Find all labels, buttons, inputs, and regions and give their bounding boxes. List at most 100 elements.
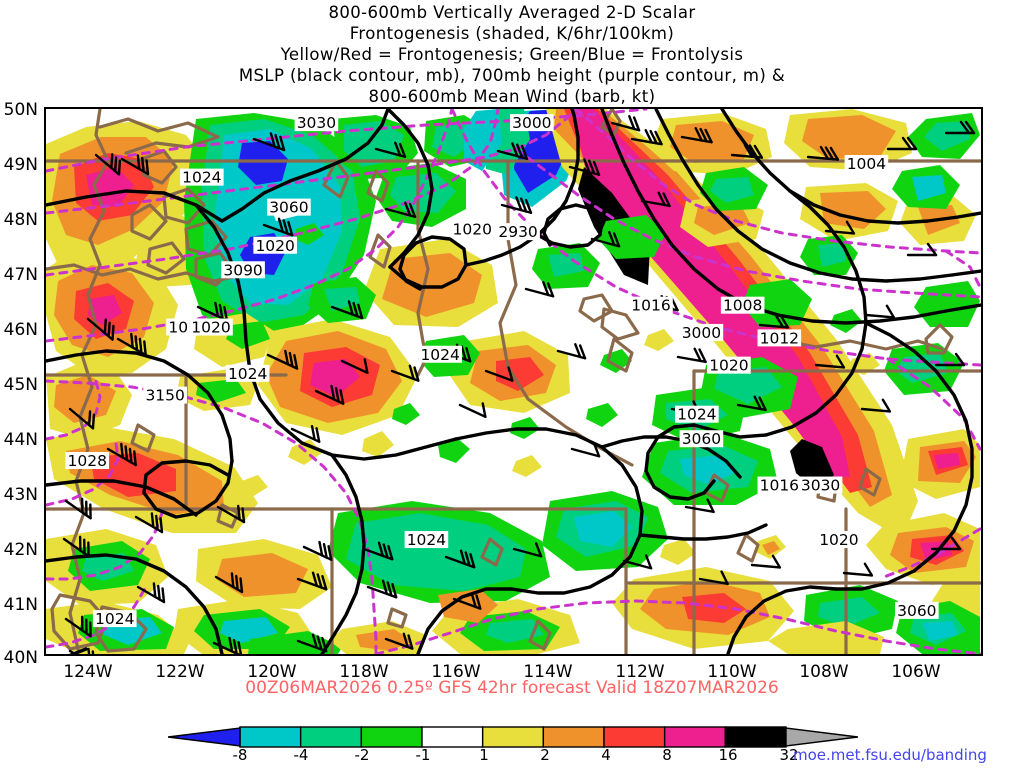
x-tick-116w: 116W bbox=[431, 662, 481, 682]
contour-label-bg-3060-4 bbox=[267, 198, 311, 216]
contour-label-mslp-1016-9: 1016 bbox=[631, 297, 670, 315]
contour-label-height-3030-0: 3030 bbox=[297, 114, 336, 132]
contour-label-bg-3060-20 bbox=[679, 430, 724, 448]
contour-label-mslp-1020-6: 1020 bbox=[453, 220, 492, 238]
colorbar-bin-5 bbox=[542, 726, 605, 748]
contour-label-height-3150-18: 3150 bbox=[145, 387, 184, 405]
x-tick-118w: 118W bbox=[339, 662, 389, 682]
colorbar[interactable]: -8 -4 -2 -1 1 2 4 8 16 32 bbox=[168, 726, 858, 768]
contour-label-mslp-1024-15: 1024 bbox=[420, 346, 459, 364]
title-line-5: 800-600mb Mean Wind (barb, kt) bbox=[368, 87, 656, 106]
contour-label-mslp-1024-24: 1024 bbox=[407, 531, 446, 549]
colorbar-swatches[interactable] bbox=[168, 726, 858, 748]
x-tick-110w: 110W bbox=[707, 662, 757, 682]
colorbar-bin-3 bbox=[421, 726, 484, 748]
colorbar-tick--1: -1 bbox=[415, 746, 431, 764]
contour-label-mslp-1024-19: 1024 bbox=[677, 406, 716, 424]
contour-label-bg-3060-27 bbox=[895, 601, 939, 619]
y-tick-42n: 42N bbox=[3, 540, 38, 560]
contour-label-bg-1024-3 bbox=[180, 168, 224, 186]
contour-label-height-3090-8: 3090 bbox=[223, 261, 262, 279]
colorbar-bin-1 bbox=[299, 726, 363, 748]
y-tick-43n: 43N bbox=[3, 485, 38, 505]
contour-label-mslp-1004-2: 1004 bbox=[847, 155, 886, 173]
contour-label-bg-3030-0 bbox=[294, 114, 339, 132]
colorbar-over-arrow bbox=[785, 727, 858, 747]
contour-label-bg-1024-26 bbox=[92, 610, 137, 628]
contour-label-bg-1016-22 bbox=[757, 476, 802, 494]
contour-label-bg-1024-17 bbox=[225, 364, 270, 382]
colorbar-bin-0 bbox=[239, 726, 302, 748]
contour-label-bg-3030-23 bbox=[798, 476, 843, 494]
contour-label-bg-1004-2 bbox=[844, 155, 889, 172]
contour-label-mslp-1028-21: 1028 bbox=[68, 452, 107, 470]
contour-label-mslp-1024-3: 1024 bbox=[182, 169, 221, 187]
colorbar-tick-1: 1 bbox=[479, 746, 489, 764]
contour-label-bg-1020-14 bbox=[189, 318, 233, 336]
contour-label-height-3030-23: 3030 bbox=[801, 477, 840, 495]
source-url[interactable]: moe.met.fsu.edu/banding bbox=[793, 746, 987, 764]
contour-label-height-3060-27: 3060 bbox=[897, 602, 936, 620]
x-tick-122w: 122W bbox=[155, 662, 205, 682]
colorbar-tick--8: -8 bbox=[232, 746, 248, 764]
contour-label-bg-1020-5 bbox=[253, 236, 297, 254]
colorbar-tick-8: 8 bbox=[662, 746, 672, 764]
y-tick-44n: 44N bbox=[3, 430, 38, 450]
colorbar-bin-2 bbox=[360, 726, 423, 748]
contour-label-bg-2930-7 bbox=[496, 223, 540, 241]
contour-label-bg-1012-12 bbox=[757, 329, 802, 347]
contour-label-mslp-1008-10: 1008 bbox=[723, 297, 762, 315]
colorbar-tick--4: -4 bbox=[293, 746, 309, 764]
y-tick-46n: 46N bbox=[3, 320, 38, 340]
contour-label-bg-1020-25 bbox=[817, 531, 861, 549]
contour-label-bg-1024-15 bbox=[418, 345, 462, 363]
contour-label-bg-1028-21 bbox=[65, 452, 110, 470]
x-tick-114w: 114W bbox=[523, 662, 573, 682]
y-tick-45n: 45N bbox=[3, 375, 38, 395]
contour-label-height-3060-4: 3060 bbox=[269, 199, 308, 217]
contour-label-mslp-1020-16: 1020 bbox=[709, 357, 748, 375]
contour-label-mslp-1020-25: 1020 bbox=[819, 531, 858, 549]
contour-label-bg-3150-18 bbox=[143, 386, 187, 404]
figure-title-block: 800-600mb Vertically Averaged 2-D Scalar… bbox=[0, 2, 1024, 107]
y-tick-49n: 49N bbox=[3, 155, 38, 175]
contour-label-bg-1016-9 bbox=[629, 296, 673, 314]
x-tick-112w: 112W bbox=[615, 662, 665, 682]
contour-label-bg-1020-6 bbox=[450, 220, 495, 238]
colorbar-bin-8 bbox=[724, 726, 787, 748]
title-line-1: 800-600mb Vertically Averaged 2-D Scalar bbox=[328, 3, 696, 22]
colorbar-bin-7 bbox=[663, 726, 727, 748]
y-tick-48n: 48N bbox=[3, 210, 38, 230]
title-line-4: MSLP (black contour, mb), 700mb height (… bbox=[238, 66, 786, 85]
contour-label-mslp-1020-5: 1020 bbox=[255, 237, 294, 255]
contour-label-bg-3090-8 bbox=[221, 261, 265, 279]
colorbar-tick-32: 32 bbox=[779, 746, 799, 764]
y-tick-47n: 47N bbox=[3, 265, 38, 285]
contour-label-mslp-1012-12: 1012 bbox=[760, 329, 799, 347]
map-canvas: 3030 3000 1004 1024 3060 1020 1020 2930 3090 1016… bbox=[46, 109, 981, 654]
contour-label-bg-1024-19 bbox=[675, 405, 719, 423]
contour-label-bg-3000-1 bbox=[510, 114, 554, 132]
contour-label-mslp-1020-14: 1020 bbox=[191, 319, 230, 337]
contour-label-height-2930-7: 2930 bbox=[498, 223, 537, 241]
title-line-2: Frontogenesis (shaded, K/6hr/100km) bbox=[349, 24, 675, 43]
contour-label-bg-1020-16 bbox=[707, 356, 751, 374]
mslp-contours bbox=[46, 109, 981, 654]
colorbar-tick--2: -2 bbox=[354, 746, 370, 764]
map-plot-area[interactable]: 3030 3000 1004 1024 3060 1020 1020 2930 3090 1016… bbox=[44, 107, 983, 656]
contour-label-height-3000-11: 3000 bbox=[682, 324, 721, 342]
forecast-stamp: 00Z06MAR2026 0.25º GFS 42hr forecast Val… bbox=[245, 678, 779, 698]
colorbar-under-arrow bbox=[168, 727, 241, 747]
colorbar-tick-16: 16 bbox=[718, 746, 738, 764]
x-tick-108w: 108W bbox=[799, 662, 849, 682]
contour-label-bg-1024-24 bbox=[404, 531, 449, 549]
y-tick-41n: 41N bbox=[3, 595, 38, 615]
x-tick-120w: 120W bbox=[247, 662, 297, 682]
contour-label-mslp-1016-22: 1016 bbox=[760, 477, 799, 495]
contour-label-height-3060-20: 3060 bbox=[682, 430, 721, 448]
x-tick-106w: 106W bbox=[891, 662, 941, 682]
contour-label-mslp-1024-26: 1024 bbox=[95, 610, 134, 628]
y-tick-50n: 50N bbox=[3, 100, 38, 120]
colorbar-bin-6 bbox=[603, 726, 666, 748]
